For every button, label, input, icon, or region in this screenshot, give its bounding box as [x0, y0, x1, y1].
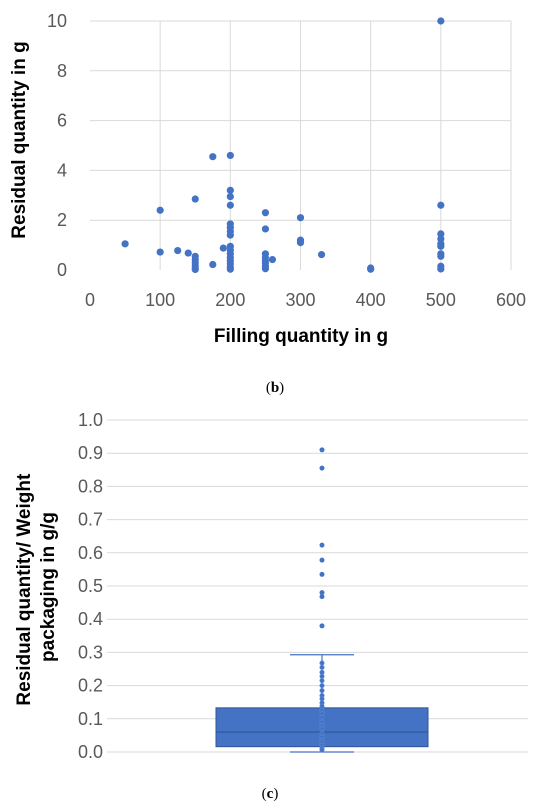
box-outlier-point: [319, 590, 325, 596]
box-outlier-point: [319, 623, 325, 629]
scatter-chart-b: 0 2 4 6 8 10 0 100 200 300 400 500 600 Residual qua…: [9, 11, 526, 396]
box-outlier-point: [319, 594, 325, 600]
scatter-point: [268, 255, 277, 264]
scatter-point: [261, 265, 270, 273]
box-outlier-point: [319, 447, 325, 453]
scatter-y-axis-title: Residual quantity in g: [9, 41, 30, 238]
box-data-point: [319, 673, 325, 679]
scatter-point: [367, 265, 375, 273]
scatter-x-tick-label: 200: [215, 290, 245, 310]
box-y-tick-label: 0.3: [78, 642, 103, 662]
box-data-point: [319, 714, 325, 720]
scatter-point: [296, 214, 305, 222]
scatter-point: [184, 249, 192, 257]
scatter-point: [261, 225, 270, 233]
scatter-x-tick-label: 0: [85, 290, 95, 310]
scatter-point: [317, 250, 326, 259]
box-outlier-point: [319, 465, 325, 471]
box-gridlines: [107, 419, 528, 753]
box-data-point: [319, 688, 325, 694]
caption-c-letter: c: [267, 786, 274, 802]
scatter-gridlines: [90, 20, 512, 270]
scatter-y-tick-label: 4: [57, 160, 67, 180]
scatter-point: [226, 265, 234, 273]
box-y-axis-title: Residual quantity/ Weight packaging in g…: [14, 468, 59, 705]
scatter-point: [437, 17, 445, 25]
scatter-x-tick-labels: 0 100 200 300 400 500 600: [85, 290, 526, 310]
scatter-y-tick-label: 6: [57, 111, 67, 131]
box-y-tick-label: 0.5: [78, 576, 103, 596]
scatter-x-tick-label: 100: [145, 290, 175, 310]
scatter-point: [226, 201, 234, 209]
box-outlier-point: [319, 557, 325, 563]
scatter-point: [191, 195, 199, 203]
scatter-points: [121, 17, 445, 274]
box-data-point: [319, 747, 325, 753]
box-y-tick-label: 0.8: [78, 476, 103, 496]
scatter-point: [437, 201, 445, 209]
caption-b: (b): [266, 380, 284, 396]
scatter-point: [226, 231, 234, 239]
caption-c-close: ): [273, 786, 278, 802]
scatter-point: [191, 265, 199, 274]
scatter-point: [261, 209, 270, 217]
box-y-tick-label: 0.1: [78, 709, 103, 729]
box-points: [319, 447, 325, 753]
scatter-point: [437, 235, 445, 243]
scatter-y-tick-label: 8: [57, 61, 67, 81]
box-y-tick-label: 1.0: [78, 410, 103, 430]
scatter-point: [226, 192, 234, 201]
box-y-axis-title-line-1: Residual quantity/ Weight: [14, 473, 35, 706]
scatter-x-tick-label: 500: [426, 290, 456, 310]
scatter-point: [121, 240, 129, 248]
scatter-point: [437, 230, 445, 238]
scatter-y-tick-labels: 0 2 4 6 8 10: [47, 11, 67, 280]
box-y-tick-labels: 0.0 0.1 0.2 0.3 0.4 0.5 0.6 0.7 0.8 0.9 1.0: [78, 410, 103, 762]
box-data-point: [319, 703, 325, 709]
scatter-x-tick-label: 300: [285, 290, 315, 310]
caption-b-letter: b: [271, 380, 279, 396]
box-data-point: [319, 660, 325, 666]
caption-b-open: (: [266, 380, 271, 396]
scatter-point: [437, 252, 445, 260]
box-y-tick-label: 0.2: [78, 676, 103, 696]
box-chart-c: 0.0 0.1 0.2 0.3 0.4 0.5 0.6 0.7 0.8 0.9 1.0 Residu…: [14, 410, 528, 802]
scatter-point: [174, 246, 182, 255]
box-data-point: [319, 726, 325, 732]
scatter-y-tick-label: 0: [57, 260, 67, 280]
box-data-point: [319, 678, 325, 684]
scatter-point: [226, 186, 234, 194]
box-data-point: [319, 683, 325, 689]
box-y-axis-title-line-2: packaging in g/g: [38, 512, 59, 662]
scatter-y-tick-label: 2: [57, 210, 67, 230]
caption-c: (c): [262, 786, 279, 802]
scatter-y-tick-label: 10: [47, 11, 67, 31]
box-y-tick-label: 0.4: [78, 609, 103, 629]
box-y-tick-label: 0.6: [78, 543, 103, 563]
scatter-point: [156, 248, 164, 256]
box-outlier-point: [319, 542, 325, 548]
scatter-point: [437, 265, 445, 273]
scatter-x-tick-label: 400: [356, 290, 386, 310]
caption-b-close: ): [279, 380, 284, 396]
box-y-tick-label: 0.7: [78, 510, 103, 530]
scatter-point: [296, 239, 305, 247]
scatter-point: [209, 260, 217, 269]
caption-c-open: (: [262, 786, 267, 802]
scatter-x-axis-title: Filling quantity in g: [214, 326, 388, 347]
box-y-tick-label: 0.9: [78, 443, 103, 463]
scatter-point: [209, 153, 217, 161]
box-outlier-point: [319, 571, 325, 577]
scatter-point: [219, 244, 227, 252]
scatter-point: [437, 242, 445, 250]
box-data-point: [319, 664, 325, 670]
box-y-tick-label: 0.0: [78, 742, 103, 762]
scatter-x-tick-label: 600: [496, 290, 526, 310]
scatter-point: [156, 206, 164, 214]
scatter-point: [226, 151, 234, 160]
